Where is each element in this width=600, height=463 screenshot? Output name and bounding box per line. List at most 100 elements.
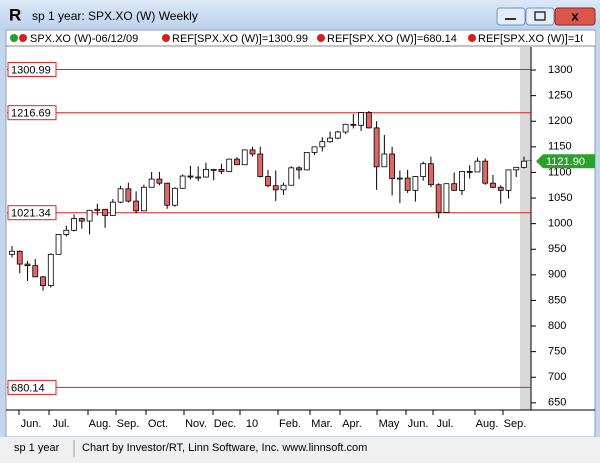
candle-body bbox=[311, 146, 318, 153]
candle-body bbox=[117, 188, 124, 203]
close-button[interactable] bbox=[554, 7, 596, 26]
candle-body bbox=[109, 201, 116, 216]
x-tick-label: Feb. bbox=[279, 418, 301, 430]
y-tick-label: 1300 bbox=[548, 64, 572, 76]
x-tick-label: Jul. bbox=[436, 418, 453, 430]
candle-body bbox=[404, 177, 411, 191]
candle-body bbox=[226, 158, 233, 172]
legend-dot bbox=[162, 34, 170, 42]
candle-body bbox=[358, 112, 364, 126]
candle-body bbox=[210, 168, 217, 171]
close-icon: x bbox=[571, 8, 579, 23]
candle-body bbox=[435, 184, 442, 213]
candle-body bbox=[47, 253, 54, 286]
ref-label: 1216.69 bbox=[11, 108, 51, 120]
y-tick-label: 1200 bbox=[548, 115, 572, 127]
x-tick-label: May bbox=[379, 418, 400, 430]
candle-body bbox=[265, 176, 271, 187]
candle-body bbox=[140, 186, 147, 212]
candle-body bbox=[102, 208, 108, 216]
candle-body bbox=[482, 160, 489, 184]
candle-body bbox=[280, 184, 287, 191]
last-price-tag bbox=[536, 154, 595, 169]
minimize-button[interactable] bbox=[496, 7, 526, 26]
x-tick-label: Oct. bbox=[148, 418, 168, 430]
y-tick-label: 1100 bbox=[548, 166, 572, 178]
y-tick-label: 950 bbox=[548, 243, 566, 255]
candle-body bbox=[172, 187, 178, 206]
legend-entry: REF[SPX.XO (W)]=680.14 bbox=[327, 33, 457, 45]
candle-body bbox=[63, 229, 70, 235]
maximize-button[interactable] bbox=[525, 7, 555, 26]
candle-body bbox=[396, 177, 403, 180]
y-tick-label: 850 bbox=[548, 294, 566, 306]
y-tick-label: 1050 bbox=[548, 192, 572, 204]
scroll-margin bbox=[520, 47, 531, 410]
candle-body bbox=[342, 123, 349, 133]
candle-body bbox=[203, 168, 209, 178]
candle-body bbox=[451, 183, 458, 191]
candle-body bbox=[234, 158, 240, 166]
x-tick-label: Jun. bbox=[408, 418, 429, 430]
candle-body bbox=[187, 175, 194, 178]
ref-label: 680.14 bbox=[11, 382, 45, 394]
last-arrow: → bbox=[524, 154, 534, 165]
ref-label: 1300.99 bbox=[11, 64, 51, 76]
ref-label-box bbox=[7, 205, 57, 221]
candle-body bbox=[296, 167, 302, 171]
y-tick-label: 1250 bbox=[548, 90, 572, 102]
candle-body bbox=[179, 175, 186, 189]
legend-entry: REF[SPX.XO (W)]=10 bbox=[478, 33, 587, 45]
candle-body bbox=[32, 265, 39, 278]
x-tick-label: 10 bbox=[246, 418, 258, 430]
candle-body bbox=[288, 167, 295, 186]
legend-dot bbox=[468, 34, 476, 42]
ref-label-box bbox=[7, 379, 57, 395]
candle-body bbox=[497, 186, 504, 191]
y-tick-label: 900 bbox=[548, 269, 566, 281]
status-left: sp 1 year bbox=[14, 442, 60, 454]
legend-dot bbox=[317, 34, 325, 42]
candle-body bbox=[125, 188, 132, 202]
candle-body bbox=[420, 163, 427, 177]
maximize-icon bbox=[534, 11, 546, 21]
legend-cover bbox=[583, 31, 595, 45]
x-tick-label: Jun. bbox=[21, 418, 42, 430]
ref-label-box bbox=[7, 62, 57, 78]
x-tick-label: Apr. bbox=[342, 418, 362, 430]
candle-body bbox=[327, 137, 333, 143]
app-icon: R bbox=[9, 5, 21, 24]
legend-dot bbox=[10, 34, 18, 42]
candle-body bbox=[241, 149, 248, 166]
window-title: sp 1 year: SPX.XO (W) Weekly bbox=[32, 9, 198, 23]
candle-body bbox=[156, 178, 163, 184]
candle-body bbox=[428, 163, 434, 186]
x-tick-label: Sep. bbox=[117, 418, 140, 430]
candle-body bbox=[133, 200, 140, 212]
candle-body bbox=[257, 153, 264, 177]
candle-body bbox=[513, 166, 520, 171]
candle-body bbox=[94, 208, 101, 211]
candle-body bbox=[164, 182, 171, 206]
candle-body bbox=[55, 233, 62, 255]
y-tick-label: 650 bbox=[548, 397, 566, 409]
candle-body bbox=[490, 182, 496, 188]
candle-body bbox=[474, 160, 481, 173]
candle-body bbox=[443, 183, 450, 213]
candle-body bbox=[9, 250, 15, 255]
candle-body bbox=[148, 178, 155, 188]
candle-body bbox=[86, 209, 93, 222]
x-tick-label: Sep. bbox=[504, 418, 527, 430]
candle-body bbox=[412, 176, 419, 191]
candle-body bbox=[195, 176, 202, 179]
legend-entry: SPX.XO (W)-06/12/09 bbox=[30, 33, 138, 45]
candle-body bbox=[373, 127, 380, 168]
candle-body bbox=[365, 112, 372, 129]
legend-dot bbox=[19, 34, 27, 42]
candle-body bbox=[218, 168, 225, 172]
chart-panel bbox=[5, 29, 596, 438]
candle-body bbox=[319, 141, 326, 148]
x-tick-label: Jul. bbox=[52, 418, 69, 430]
ref-label: 1021.34 bbox=[11, 208, 51, 220]
candle-body bbox=[272, 185, 279, 191]
